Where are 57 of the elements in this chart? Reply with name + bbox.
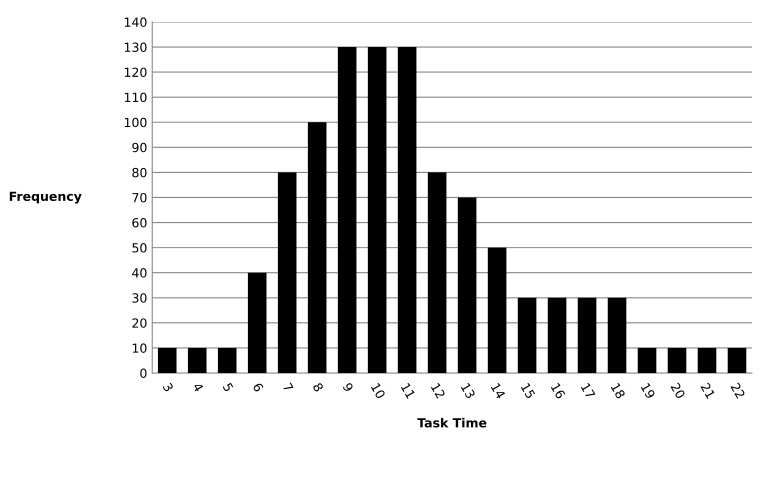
x-tick-label: 13 bbox=[460, 382, 476, 400]
bar bbox=[698, 348, 716, 374]
y-tick-label: 20 bbox=[132, 318, 147, 328]
y-tick-label: 90 bbox=[132, 142, 147, 152]
x-tick-label: 3 bbox=[162, 382, 174, 392]
y-tick-label: 40 bbox=[132, 268, 147, 278]
y-tick-label: 140 bbox=[124, 17, 147, 27]
bar bbox=[458, 197, 476, 374]
y-tick-label: 120 bbox=[124, 68, 147, 78]
x-tick-label: 9 bbox=[342, 382, 354, 392]
bar bbox=[608, 298, 626, 374]
y-tick-label: 130 bbox=[124, 42, 147, 52]
bar bbox=[308, 122, 326, 374]
y-tick-label: 0 bbox=[140, 368, 147, 378]
x-tick-label: 6 bbox=[252, 382, 264, 392]
bar bbox=[188, 348, 207, 374]
bar bbox=[548, 298, 566, 374]
bar bbox=[668, 348, 686, 374]
bar bbox=[728, 348, 746, 374]
x-tick-label: 14 bbox=[490, 382, 506, 400]
x-tick-label: 8 bbox=[312, 382, 324, 392]
y-tick-label: 80 bbox=[132, 168, 147, 178]
bar bbox=[488, 248, 506, 374]
bar bbox=[248, 272, 266, 374]
y-tick-label: 50 bbox=[132, 243, 147, 253]
x-tick-label: 12 bbox=[430, 382, 446, 399]
bar bbox=[338, 47, 356, 374]
y-tick-label: 110 bbox=[124, 92, 147, 102]
y-tick-label: 30 bbox=[132, 293, 147, 303]
x-tick-label: 10 bbox=[370, 382, 386, 400]
x-tick-label: 17 bbox=[580, 382, 596, 399]
y-tick-label: 70 bbox=[132, 192, 147, 202]
x-tick-label: 21 bbox=[700, 382, 716, 399]
y-tick-label: 100 bbox=[124, 118, 147, 128]
x-tick-label: 4 bbox=[192, 382, 204, 392]
bar bbox=[638, 348, 656, 374]
x-tick-label: 20 bbox=[670, 382, 686, 400]
x-tick-label: 5 bbox=[222, 382, 234, 392]
bar bbox=[428, 172, 446, 374]
y-axis-title: Frequency bbox=[10, 192, 82, 204]
bar bbox=[398, 47, 416, 374]
bar bbox=[578, 298, 596, 374]
x-tick-label: 18 bbox=[610, 382, 626, 400]
bar bbox=[518, 298, 536, 374]
bar bbox=[278, 172, 296, 374]
x-tick-label: 7 bbox=[282, 382, 294, 392]
x-axis-title: Task Time bbox=[417, 418, 486, 428]
bar bbox=[368, 47, 386, 374]
bar bbox=[158, 348, 177, 374]
x-tick-label: 15 bbox=[520, 382, 536, 400]
y-tick-label: 60 bbox=[132, 218, 147, 228]
x-tick-label: 16 bbox=[550, 382, 566, 400]
x-tick-label: 19 bbox=[640, 382, 656, 400]
x-tick-label: 22 bbox=[730, 382, 746, 399]
bar bbox=[218, 348, 236, 374]
y-tick-label: 10 bbox=[132, 343, 147, 353]
x-tick-label: 11 bbox=[400, 382, 416, 399]
